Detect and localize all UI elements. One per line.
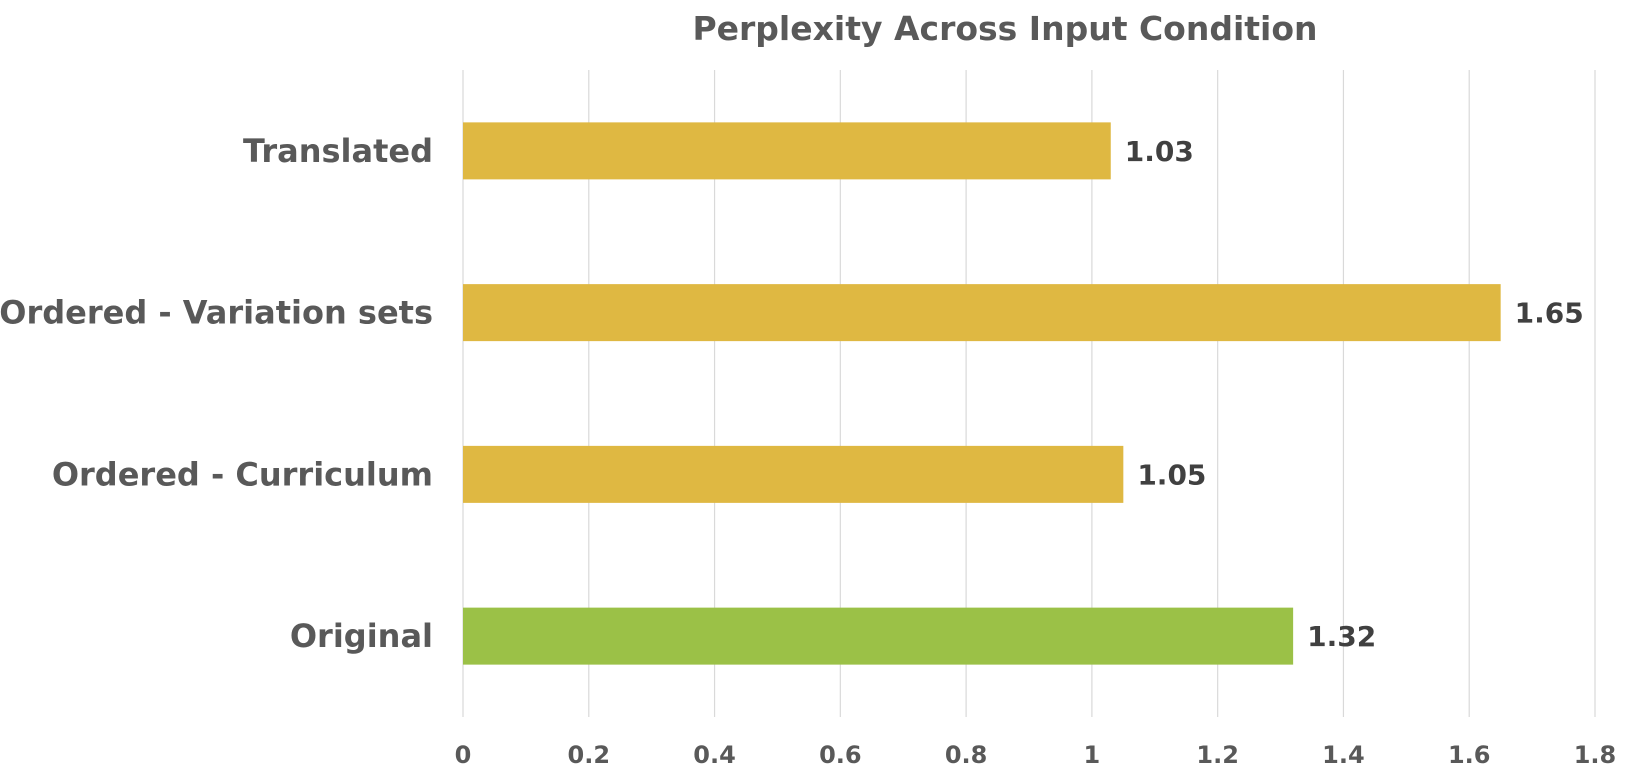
bar-0 [463,122,1111,180]
x-tick-label-2: 0.4 [693,741,736,769]
category-label-3: Original [290,617,433,655]
x-tick-label-5: 1 [1084,741,1101,769]
x-tick-label-7: 1.4 [1322,741,1365,769]
value-axis: 0 0.2 0.4 0.6 0.8 1 1.2 1.4 1.6 1.8 [455,741,1617,769]
category-label-2: Ordered - Curriculum [52,455,433,493]
data-label-0: 1.03 [1125,135,1194,168]
x-tick-label-3: 0.6 [819,741,862,769]
bars [463,122,1501,665]
category-label-0: Translated [243,132,433,170]
data-labels: 1.03 1.65 1.05 1.32 [1125,135,1584,653]
data-label-1: 1.65 [1515,297,1584,330]
x-tick-label-0: 0 [455,741,472,769]
x-tick-label-1: 0.2 [568,741,611,769]
category-axis: Translated Ordered - Variation sets Ordere… [0,132,433,655]
x-tick-label-8: 1.6 [1448,741,1491,769]
bar-2 [463,445,1124,503]
category-label-1: Ordered - Variation sets [0,294,433,332]
chart-title: Perplexity Across Input Condition [692,9,1317,48]
x-tick-label-4: 0.8 [945,741,988,769]
x-tick-label-6: 1.2 [1196,741,1239,769]
data-label-3: 1.32 [1307,620,1376,653]
x-tick-label-9: 1.8 [1574,741,1617,769]
bar-1 [463,284,1501,342]
bar-3 [463,607,1294,665]
data-label-2: 1.05 [1137,458,1206,491]
